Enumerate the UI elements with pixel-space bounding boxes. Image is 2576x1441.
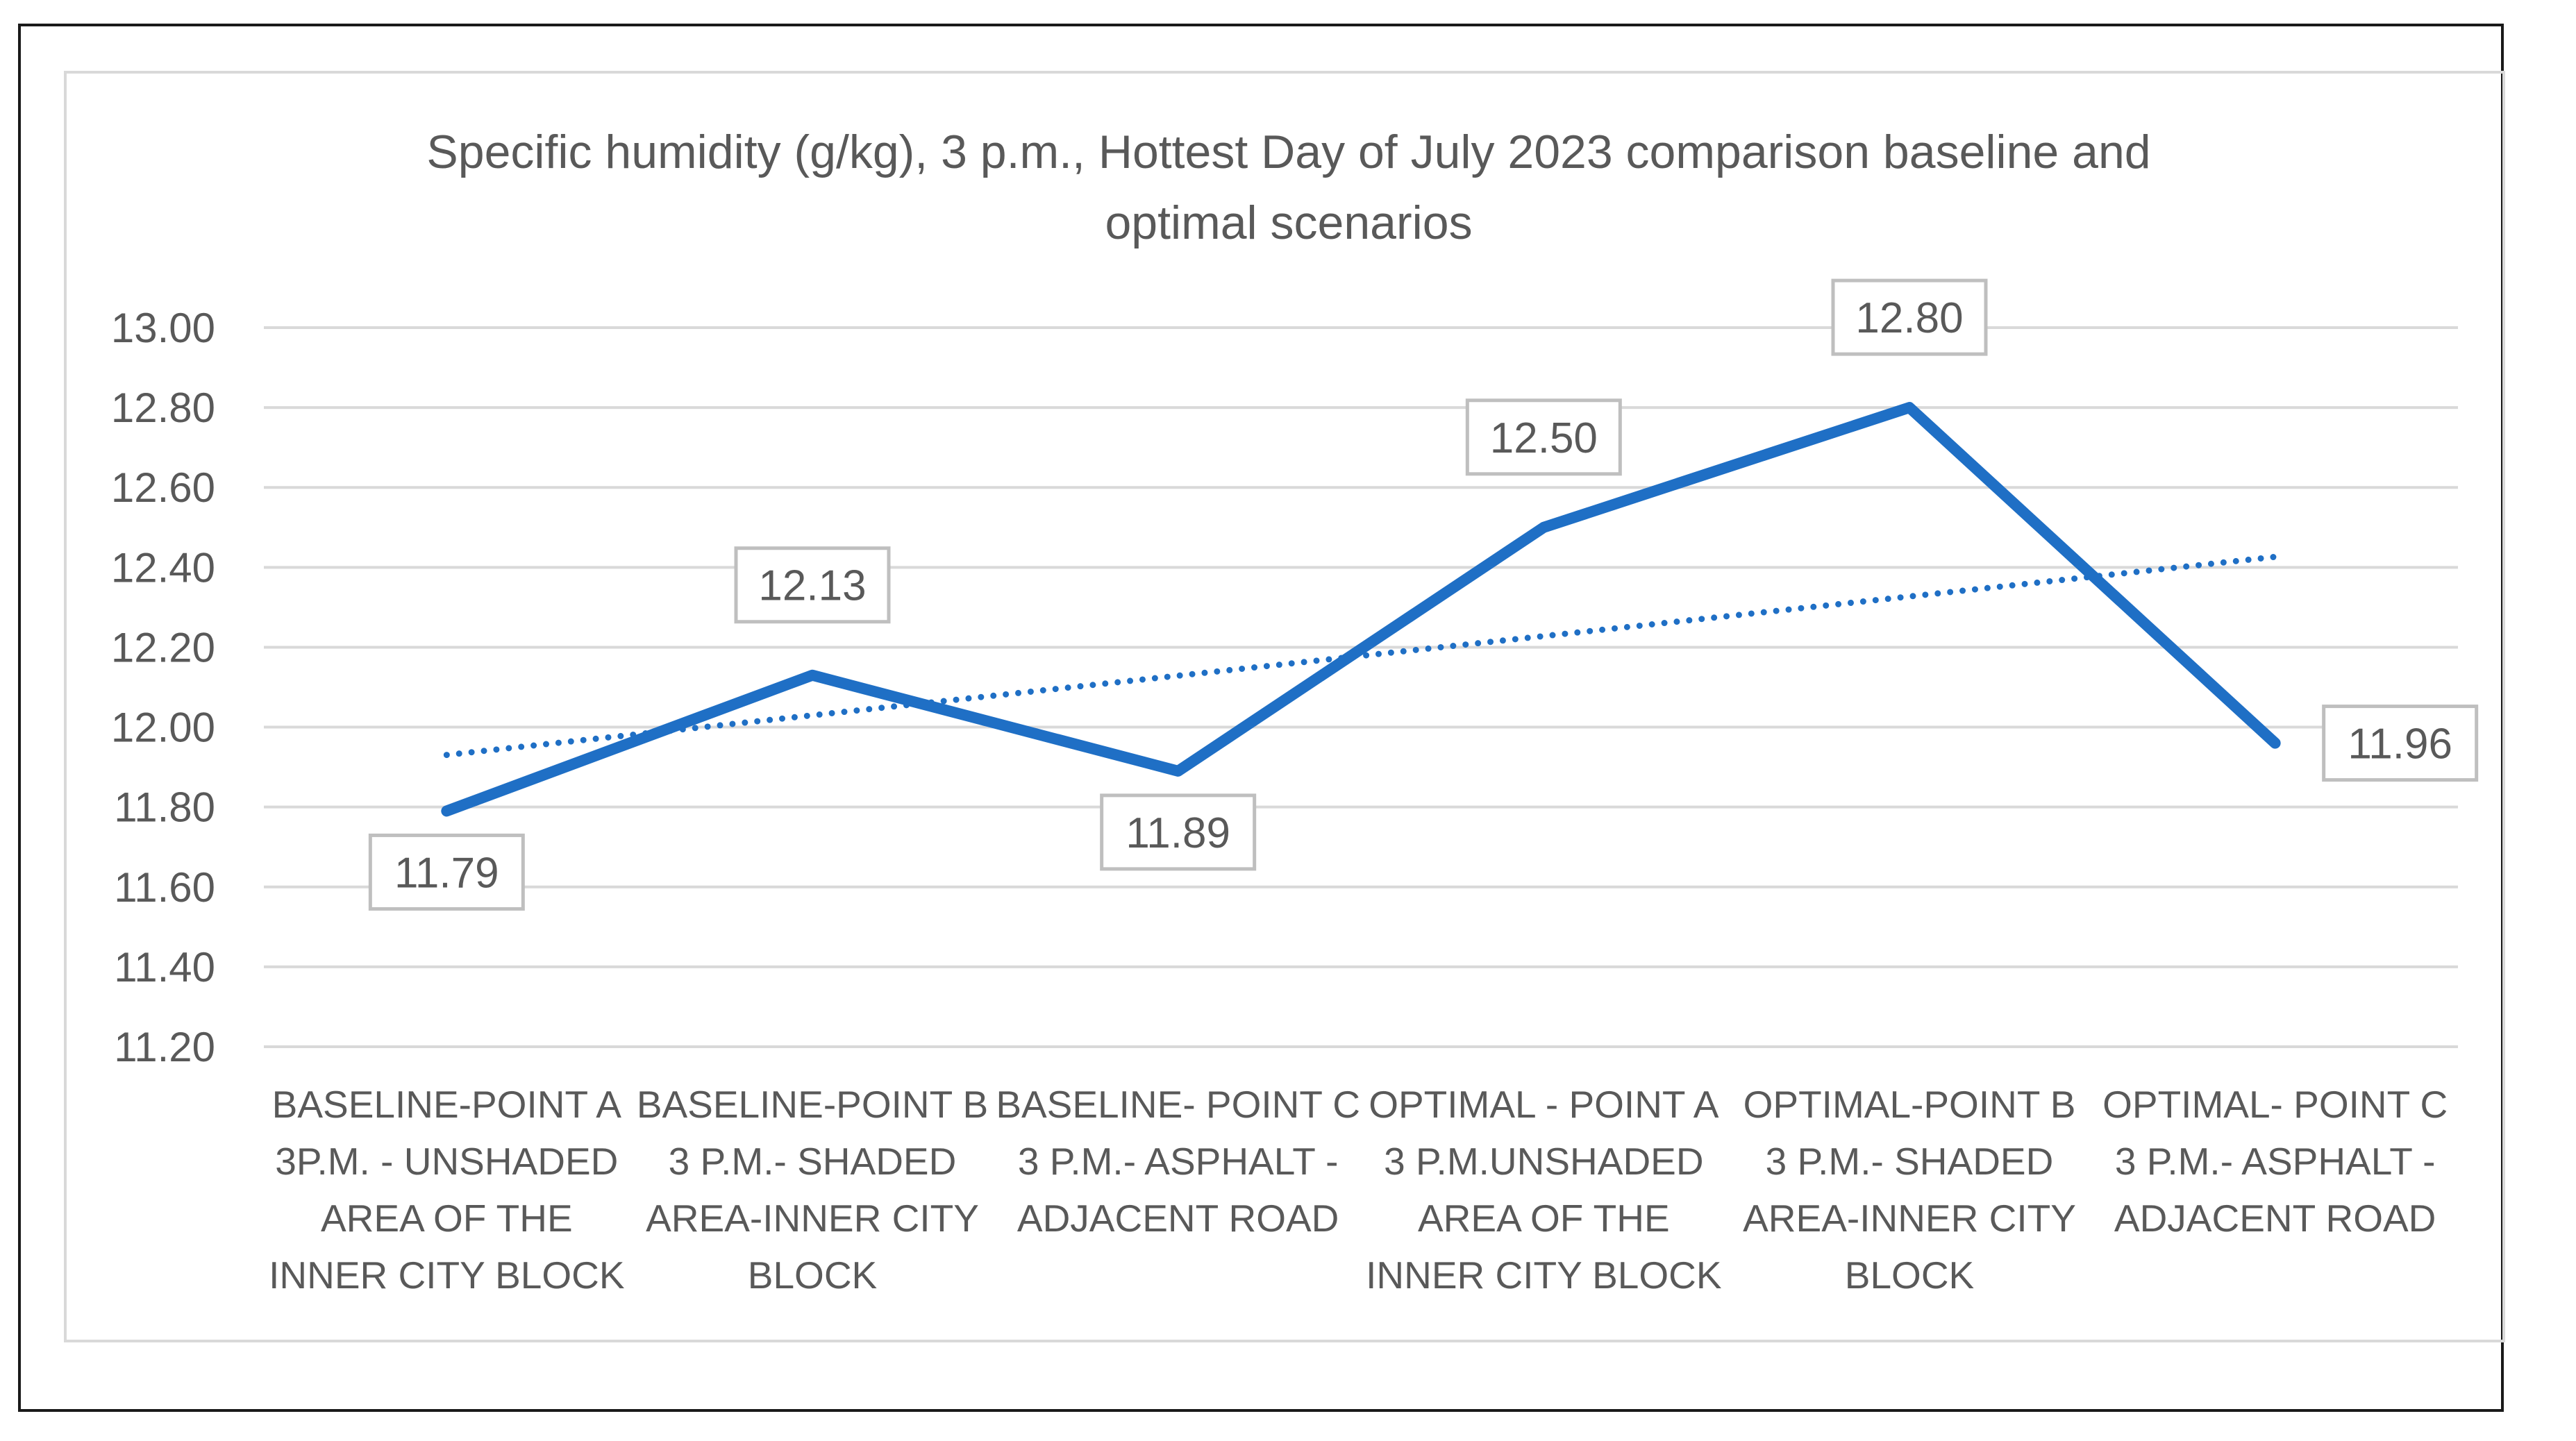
data-label: 12.13 <box>734 546 891 624</box>
x-category-label-line: BASELINE-POINT A <box>272 1083 622 1126</box>
chart-title-line-1: Specific humidity (g/kg), 3 p.m., Hottes… <box>426 126 2150 178</box>
data-label-box <box>2322 705 2479 782</box>
x-category-label-line: 3 P.M.- SHADED <box>669 1140 957 1183</box>
series-line <box>441 402 2281 817</box>
data-point <box>2274 742 2276 744</box>
x-axis: BASELINE-POINT A 3P.M. - UNSHADED AREA OF … <box>269 1083 2448 1297</box>
data-label: 11.89 <box>1100 793 1257 871</box>
x-category-label-line: AREA-INNER CITY <box>646 1197 979 1240</box>
data-label-text: 12.50 <box>1490 414 1598 462</box>
data-label: 12.50 <box>1465 398 1622 476</box>
data-label-text: 12.13 <box>758 562 866 610</box>
x-category-label-line: OPTIMAL-POINT B <box>1743 1083 2076 1126</box>
y-tick-label: 12.80 <box>111 385 215 431</box>
data-label-text: 11.96 <box>2348 720 2452 768</box>
y-tick-label: 11.40 <box>114 944 215 991</box>
x-category-label: BASELINE- POINT C 3 P.M.- ASPHALT - ADJACE… <box>996 1083 1360 1240</box>
x-category-label: OPTIMAL- POINT C 3 P.M.- ASPHALT - ADJACEN… <box>2102 1083 2448 1240</box>
y-tick-label: 12.20 <box>111 624 215 671</box>
data-label-text: 11.79 <box>394 849 499 897</box>
x-category-label-line: INNER CITY BLOCK <box>269 1254 625 1297</box>
x-category-label: BASELINE-POINT B 3 P.M.- SHADED AREA-INNER… <box>637 1083 988 1297</box>
x-category-label-line: BLOCK <box>748 1254 878 1297</box>
x-category-label: BASELINE-POINT A 3P.M. - UNSHADED AREA OF … <box>269 1083 625 1297</box>
x-category-label-line: 3 P.M.- ASPHALT - <box>1018 1140 1339 1183</box>
x-category-label-line: ADJACENT ROAD <box>1017 1197 1339 1240</box>
y-tick-label: 13.00 <box>111 305 215 351</box>
data-label-box <box>1100 793 1257 871</box>
gridlines <box>264 326 2458 1048</box>
data-label-box <box>734 546 891 624</box>
chart-title-line-2: optimal scenarios <box>1105 196 1472 249</box>
x-category-label-line: INNER CITY BLOCK <box>1366 1254 1722 1297</box>
x-category-label-line: 3 P.M.UNSHADED <box>1384 1140 1704 1183</box>
data-label-box <box>368 833 525 911</box>
x-category-label-line: OPTIMAL - POINT A <box>1369 1083 1719 1126</box>
y-tick-label: 11.20 <box>114 1024 215 1070</box>
data-point <box>446 810 448 812</box>
data-label-layer: 11.79 12.13 11.89 12.50 12.80 11.96 <box>368 278 2479 911</box>
data-label-text: 12.80 <box>1855 294 1963 342</box>
chart-area <box>64 71 2505 1342</box>
y-tick-label: 11.60 <box>114 864 215 911</box>
x-category-label-line: OPTIMAL- POINT C <box>2102 1083 2448 1126</box>
chart-title: Specific humidity (g/kg), 3 p.m., Hottes… <box>426 126 2150 249</box>
x-category-label-line: AREA-INNER CITY <box>1743 1197 2076 1240</box>
y-tick-label: 12.60 <box>111 464 215 511</box>
x-category-label-line: BLOCK <box>1845 1254 1975 1297</box>
y-tick-label: 11.80 <box>114 784 215 831</box>
x-category-label-line: AREA OF THE <box>321 1197 573 1240</box>
data-point <box>812 674 813 676</box>
x-category-label-line: BASELINE-POINT B <box>637 1083 988 1126</box>
data-label-text: 11.89 <box>1126 809 1230 857</box>
data-point <box>1177 770 1179 772</box>
data-label: 12.80 <box>1831 278 1988 356</box>
data-point <box>1909 407 1910 409</box>
x-category-label: OPTIMAL-POINT B 3 P.M.- SHADED AREA-INNER … <box>1743 1083 2076 1297</box>
y-axis: 13.00 12.80 12.60 12.40 12.20 12.00 11.80 11.60… <box>111 305 215 1070</box>
x-category-label-line: AREA OF THE <box>1418 1197 1670 1240</box>
data-label-box <box>1465 398 1622 476</box>
data-label: 11.96 <box>2322 705 2479 782</box>
x-category-label-line: 3 P.M.- ASPHALT - <box>2115 1140 2436 1183</box>
x-category-label-line: 3 P.M.- SHADED <box>1766 1140 2054 1183</box>
x-category-label-line: ADJACENT ROAD <box>2114 1197 2436 1240</box>
data-point <box>1543 526 1545 528</box>
x-category-label-line: 3P.M. - UNSHADED <box>275 1140 618 1183</box>
y-tick-label: 12.40 <box>111 544 215 591</box>
x-category-label-line: BASELINE- POINT C <box>996 1083 1360 1126</box>
x-category-label: OPTIMAL - POINT A 3 P.M.UNSHADED AREA OF T… <box>1366 1083 1722 1297</box>
series-layer <box>441 402 2281 817</box>
data-label: 11.79 <box>368 833 525 911</box>
y-tick-label: 12.00 <box>111 705 215 751</box>
data-label-box <box>1831 278 1988 356</box>
